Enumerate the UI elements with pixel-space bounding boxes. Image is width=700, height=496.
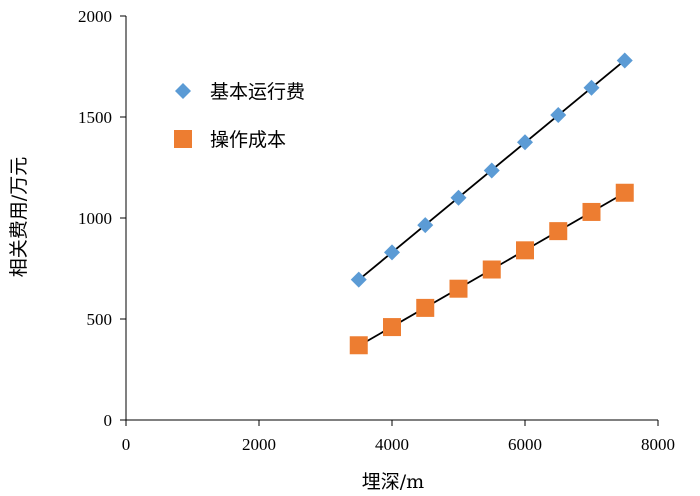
diamond-point [450,189,467,206]
legend-square-marker [174,130,192,148]
diamond-point [550,106,567,123]
y-axis-title: 相关费用/万元 [8,157,30,277]
diamond-point [616,52,633,69]
legend-label: 基本运行费 [210,81,305,103]
y-tick-label: 2000 [78,7,112,26]
square-point [449,279,468,298]
x-tick-label: 0 [122,435,131,454]
legend-diamond-marker [175,83,191,99]
square-point [383,318,401,337]
diamond-point [583,79,600,96]
legend-label: 操作成本 [210,129,286,151]
diamond-point [350,271,367,288]
diamond-point [483,162,500,179]
y-tick-label: 0 [104,411,113,430]
diamond-point [417,217,434,234]
y-tick-label: 500 [87,310,113,329]
x-tick-label: 6000 [508,435,542,454]
y-tick-label: 1000 [78,209,112,228]
square-point [582,202,601,221]
diamond-point [517,134,533,151]
x-tick-label: 2000 [242,435,276,454]
square-point [615,183,634,202]
square-point [482,260,501,279]
square-point [549,222,568,241]
square-point [416,298,435,317]
square-point [516,241,534,260]
diamond-point [384,244,400,261]
square-point [349,336,368,355]
x-axis-title: 埋深/m [362,471,424,493]
data-points [349,52,634,355]
y-tick-label: 1500 [78,108,112,127]
x-tick-label: 4000 [375,435,409,454]
x-tick-label: 8000 [641,435,675,454]
axes: 0 500 1000 1500 2000 0 2000 4000 6000 8000 [78,7,675,454]
